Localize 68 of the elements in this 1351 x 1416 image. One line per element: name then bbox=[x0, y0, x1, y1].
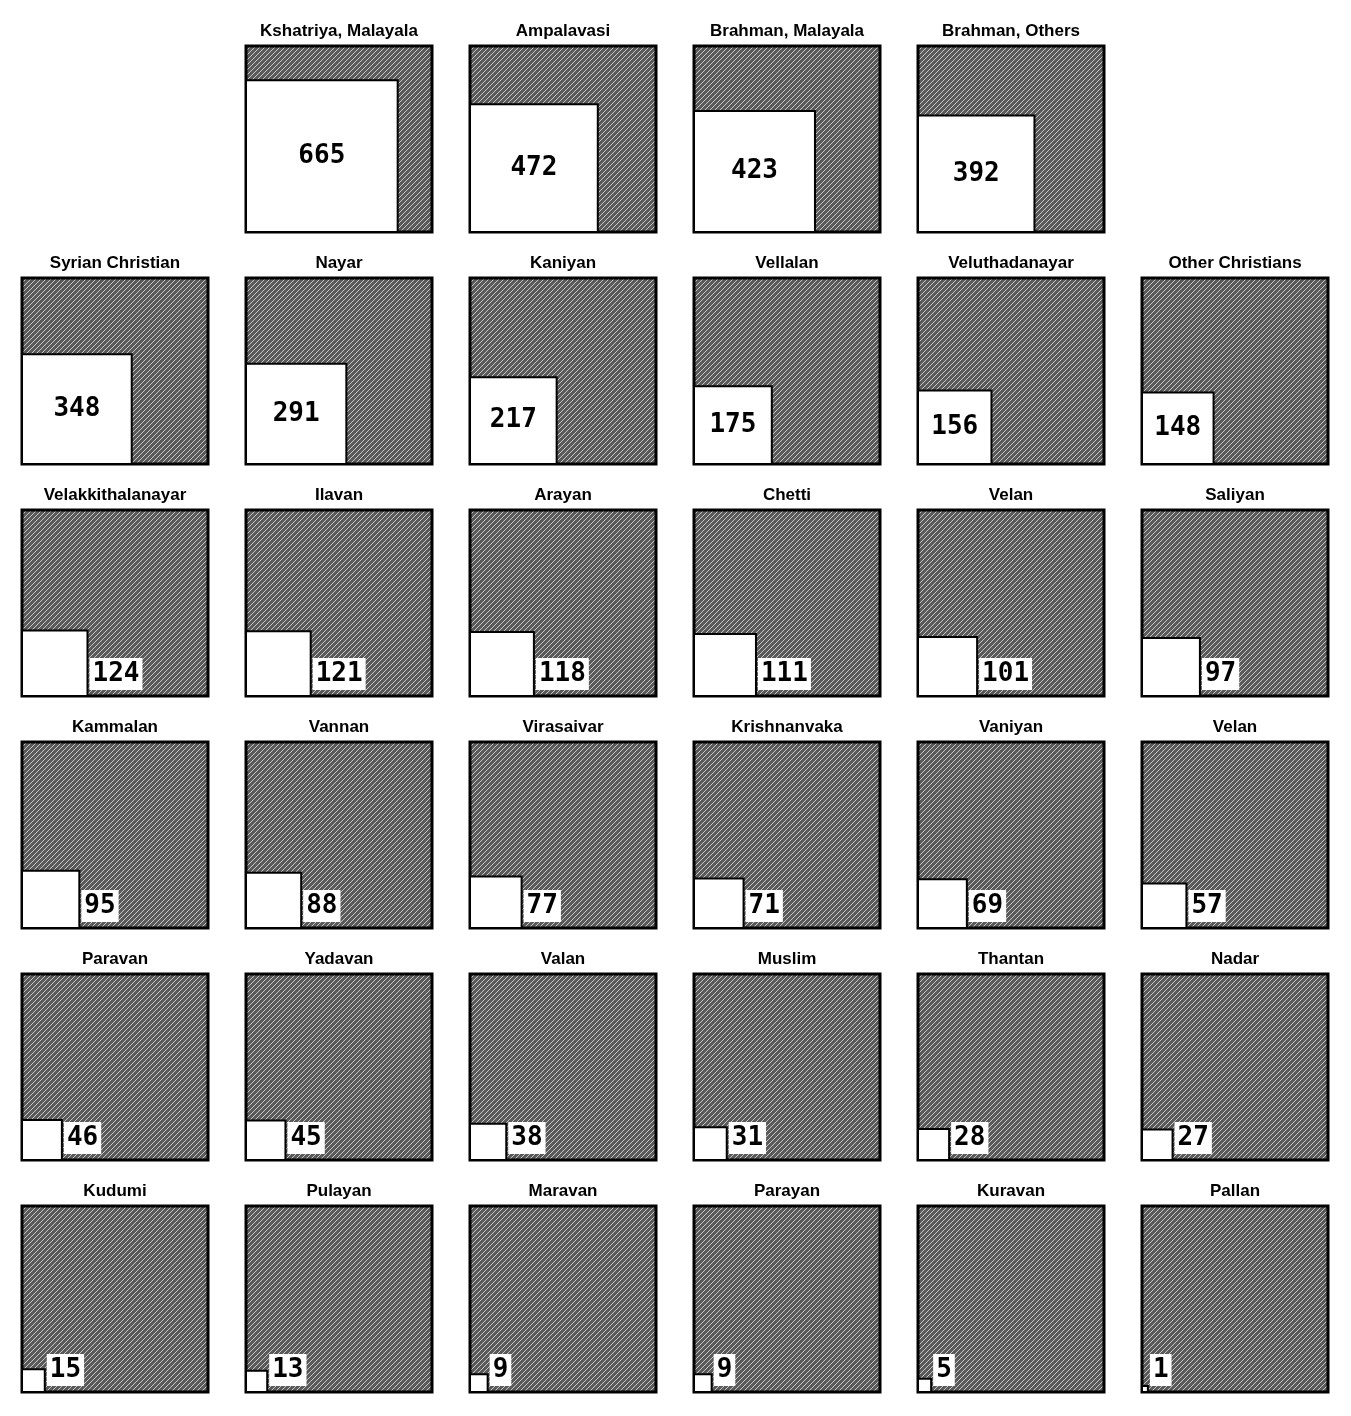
text: Vaniyan bbox=[978, 717, 1044, 737]
text: Other Christians bbox=[1168, 253, 1302, 273]
data-label: 88 bbox=[306, 888, 338, 919]
data-label: 97 bbox=[1204, 656, 1237, 687]
text: Kaniyan bbox=[529, 253, 597, 273]
text: Chetti bbox=[762, 485, 812, 505]
data-label: 57 bbox=[1191, 888, 1223, 919]
data-label: 124 bbox=[92, 656, 140, 687]
data-label: 472 bbox=[510, 150, 558, 181]
text: Veluthadanayar bbox=[948, 253, 1075, 273]
text: Pulayan bbox=[306, 1181, 372, 1201]
data-label: 46 bbox=[66, 1120, 99, 1151]
text: Kuravan bbox=[976, 1181, 1046, 1201]
data-label: 13 bbox=[272, 1352, 304, 1383]
text: Brahman, Others bbox=[942, 21, 1080, 41]
text: Velan bbox=[1212, 717, 1258, 737]
data-label: 156 bbox=[931, 410, 979, 441]
data-label: 27 bbox=[1177, 1120, 1209, 1151]
data-label: 175 bbox=[709, 407, 757, 438]
text: Velan bbox=[988, 485, 1034, 505]
data-label: 118 bbox=[538, 656, 586, 687]
text: Pallan bbox=[1209, 1181, 1261, 1201]
text: Thantan bbox=[977, 949, 1045, 969]
text: Ampalavasi bbox=[515, 21, 611, 41]
data-label: 9 bbox=[492, 1352, 509, 1383]
text: Paravan bbox=[81, 949, 149, 969]
text: Nayar bbox=[315, 253, 364, 273]
text: Vellalan bbox=[755, 253, 819, 273]
text: Ilavan bbox=[314, 485, 364, 505]
text: Valan bbox=[540, 949, 586, 969]
data-label: 15 bbox=[49, 1352, 82, 1383]
data-label: 423 bbox=[731, 154, 778, 185]
text: Kshatriya, Malayala bbox=[260, 21, 419, 41]
data-label: 291 bbox=[272, 396, 320, 427]
data-label: 5 bbox=[936, 1352, 952, 1383]
data-label: 77 bbox=[526, 888, 558, 919]
text: Vannan bbox=[308, 717, 370, 737]
data-label: 101 bbox=[982, 656, 1030, 687]
data-label: 665 bbox=[298, 138, 346, 169]
text: Saliyan bbox=[1205, 485, 1265, 505]
text: Virasaivar bbox=[522, 717, 604, 737]
text: Nadar bbox=[1210, 949, 1260, 969]
data-label: 1 bbox=[1152, 1352, 1169, 1383]
text: Syrian Christian bbox=[49, 253, 181, 273]
data-label: 45 bbox=[290, 1120, 322, 1151]
text: Velakkithalanayar bbox=[43, 485, 187, 505]
data-label: 9 bbox=[716, 1352, 733, 1383]
text: Parayan bbox=[753, 1181, 821, 1201]
data-label: 28 bbox=[954, 1120, 986, 1151]
text: Arayan bbox=[534, 485, 592, 505]
data-label: 71 bbox=[748, 888, 780, 919]
data-label: 31 bbox=[731, 1120, 764, 1151]
data-label: 148 bbox=[1154, 410, 1202, 441]
data-label: 95 bbox=[84, 888, 116, 919]
text: Krishnanvaka bbox=[731, 717, 844, 737]
data-label: 392 bbox=[952, 156, 1000, 187]
data-label: 69 bbox=[971, 888, 1004, 919]
data-label: 38 bbox=[511, 1120, 543, 1151]
text: Muslim bbox=[757, 949, 817, 969]
data-label: 111 bbox=[760, 656, 808, 687]
text: Yadavan bbox=[304, 949, 374, 969]
data-label: 348 bbox=[53, 391, 101, 422]
text: Brahman, Malayala bbox=[709, 21, 865, 41]
text: Maravan bbox=[528, 1181, 598, 1201]
text: Kammalan bbox=[72, 717, 158, 737]
data-label: 121 bbox=[315, 656, 363, 687]
data-label: 217 bbox=[489, 403, 537, 434]
text: Kudumi bbox=[83, 1181, 147, 1201]
